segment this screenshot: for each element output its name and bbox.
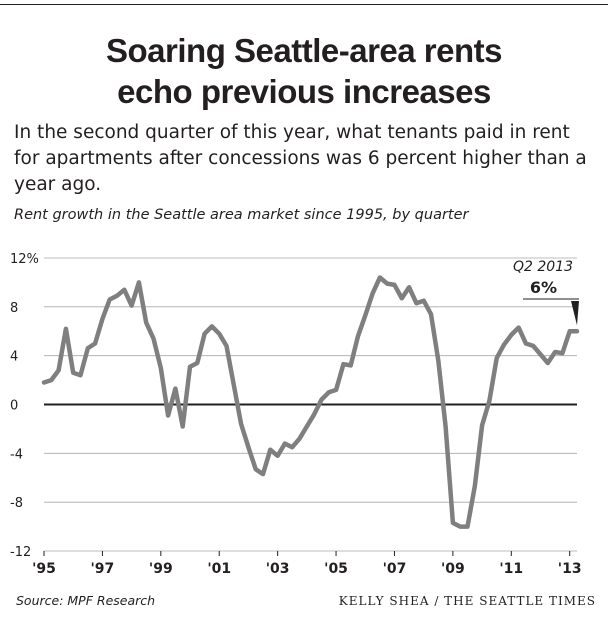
x-tick-label: '97 (91, 561, 115, 577)
headline: Soaring Seattle-area rents echo previous… (0, 30, 608, 112)
source-note: Source: MPF Research (16, 593, 156, 608)
x-tick-label: '01 (207, 561, 231, 577)
top-rule (0, 4, 608, 5)
y-tick-label: 0 (10, 399, 18, 414)
y-tick-label: 12% (10, 252, 39, 267)
y-tick-label: -12 (10, 545, 31, 560)
annotation-pointer (571, 301, 579, 326)
x-tick-label: '13 (558, 561, 582, 577)
subtitle: In the second quarter of this year, what… (14, 122, 587, 195)
x-tick-label: '99 (149, 561, 173, 577)
chart-caption: Rent growth in the Seattle area market s… (14, 207, 469, 223)
series-layer (41, 275, 580, 529)
x-axis-ticks: '95 '97 '99 '01 '03 '05 '07 '09 '11 '13 (32, 551, 582, 577)
grid-lines (44, 257, 577, 552)
y-tick-label: -4 (10, 447, 23, 462)
y-tick-label: 4 (10, 350, 18, 365)
annotation-layer: Q2 2013 6% (513, 259, 579, 326)
y-tick-label: -8 (10, 496, 23, 511)
x-tick-label: '95 (32, 561, 56, 577)
headline-line-2: echo previous increases (117, 73, 491, 110)
byline-credit: KELLY SHEA / THE SEATTLE TIMES (338, 594, 596, 608)
y-tick-label: 8 (10, 301, 18, 316)
annotation-label: Q2 2013 (513, 259, 573, 275)
headline-line-1: Soaring Seattle-area rents (106, 32, 503, 69)
rent-growth-line (41, 275, 580, 529)
x-tick-label: '11 (499, 561, 523, 577)
y-axis-ticks: 12% 8 4 0 -4 -8 -12 (10, 252, 39, 560)
annotation-value: 6% (530, 278, 557, 297)
x-tick-label: '09 (441, 561, 465, 577)
x-tick-label: '05 (324, 561, 348, 577)
x-tick-label: '03 (266, 561, 290, 577)
x-tick-label: '07 (383, 561, 407, 577)
